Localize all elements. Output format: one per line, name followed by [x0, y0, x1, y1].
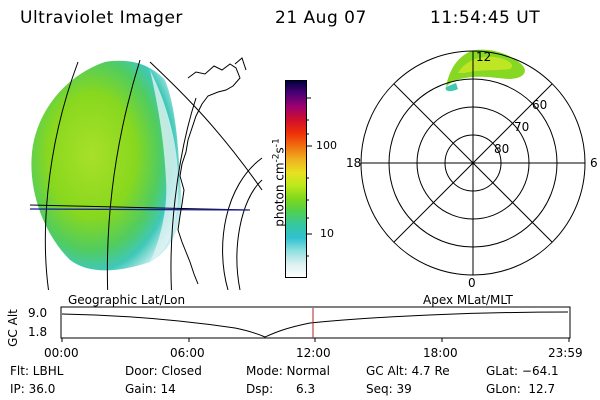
info-filter: Flt: LBHL [10, 364, 64, 378]
lat-label-80: 80 [494, 142, 509, 156]
aurora-emission-region [31, 60, 182, 271]
timeline-tick-1200: 12:00 [296, 346, 331, 360]
timeline-tick-1800: 18:00 [423, 346, 458, 360]
info-dsp: Dsp: 6.3 [246, 382, 316, 396]
timeline-tick-2359: 23:59 [548, 346, 583, 360]
info-mode: Mode: Normal [246, 364, 330, 378]
mlt-label-18: 18 [346, 156, 361, 170]
timeline-tick-0600: 06:00 [170, 346, 205, 360]
info-gc-alt: GC Alt: 4.7 Re [366, 364, 450, 378]
unit-exp-2: -1 [271, 138, 282, 148]
polar-aurora [445, 49, 525, 92]
colorbar-ticks [306, 97, 312, 257]
timeline-tick-0000: 00:00 [44, 346, 79, 360]
mlt-label-6: 6 [590, 156, 598, 170]
info-gain: Gain: 14 [125, 382, 176, 396]
unit-exp-1: -2 [271, 153, 282, 163]
instrument-title: Ultraviolet Imager [20, 8, 183, 28]
colorbar-unit-label: photon cm-2s-1 [272, 103, 287, 263]
colorbar-tick-10: 10 [320, 227, 334, 240]
altitude-curve [61, 311, 569, 338]
time-label: 11:54:45 UT [430, 8, 541, 28]
altitude-timeline [60, 306, 571, 342]
info-seq: Seq: 39 [366, 382, 412, 396]
colorbar [285, 80, 307, 278]
info-ip: IP: 36.0 [10, 382, 56, 396]
geographic-map [29, 57, 263, 290]
timeline-axis-label: GC Alt [5, 309, 20, 347]
info-glon: GLon: 12.7 [486, 382, 556, 396]
coastline [177, 63, 241, 285]
mlt-label-12: 12 [476, 50, 491, 64]
info-glat: GLat: −64.1 [486, 364, 559, 378]
lat-label-70: 70 [514, 120, 529, 134]
polar-plot: 12 18 6 0 60 70 80 [346, 49, 598, 290]
date-label: 21 Aug 07 [275, 8, 367, 28]
timeline-right-title: Apex MLat/MLT [423, 293, 513, 307]
mlt-label-0: 0 [468, 276, 476, 290]
lat-label-60: 60 [532, 98, 547, 112]
unit-main: photon cm [272, 162, 287, 227]
info-door: Door: Closed [125, 364, 202, 378]
timeline-left-title: Geographic Lat/Lon [68, 293, 186, 307]
colorbar-tick-100: 100 [316, 139, 337, 152]
timeline-y-bottom: 1.8 [28, 325, 48, 339]
unit-s: s [272, 147, 287, 154]
timeline-y-top: 9.0 [28, 306, 48, 320]
